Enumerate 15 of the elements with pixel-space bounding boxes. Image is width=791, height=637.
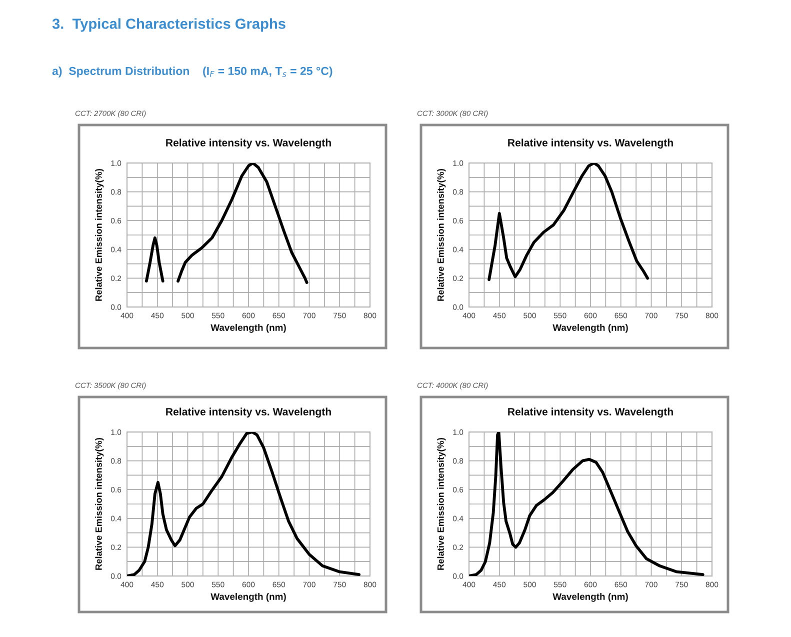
chart-title: Relative intensity vs. Wavelength	[166, 138, 331, 149]
x-axis-title: Wavelength (nm)	[552, 592, 628, 602]
x-axis-title: Wavelength (nm)	[552, 324, 628, 333]
x-axis-title: Wavelength (nm)	[210, 324, 286, 333]
y-axis-title: Relative Emission intensity(%)	[95, 168, 104, 301]
y-axis-title: Relative Emission intensity(%)	[95, 438, 104, 570]
text: 3. Typical Characteristics Graphs	[52, 18, 286, 32]
chart-title: Relative intensity vs. Wavelength	[508, 408, 673, 418]
line-series	[488, 163, 650, 282]
chart-title: Relative intensity vs. Wavelength	[508, 138, 673, 149]
y-axis-title: Relative Emission intensity(%)	[437, 438, 446, 570]
x-axis-title: Wavelength (nm)	[210, 592, 286, 602]
chart-title: Relative intensity vs. Wavelength	[166, 408, 331, 418]
text: a) Spectrum Distribution (I$_{F}$ = 150 mA, T$_{s}$ = 25 °C)	[52, 66, 332, 78]
y-axis-title: Relative Emission intensity(%)	[437, 168, 446, 301]
